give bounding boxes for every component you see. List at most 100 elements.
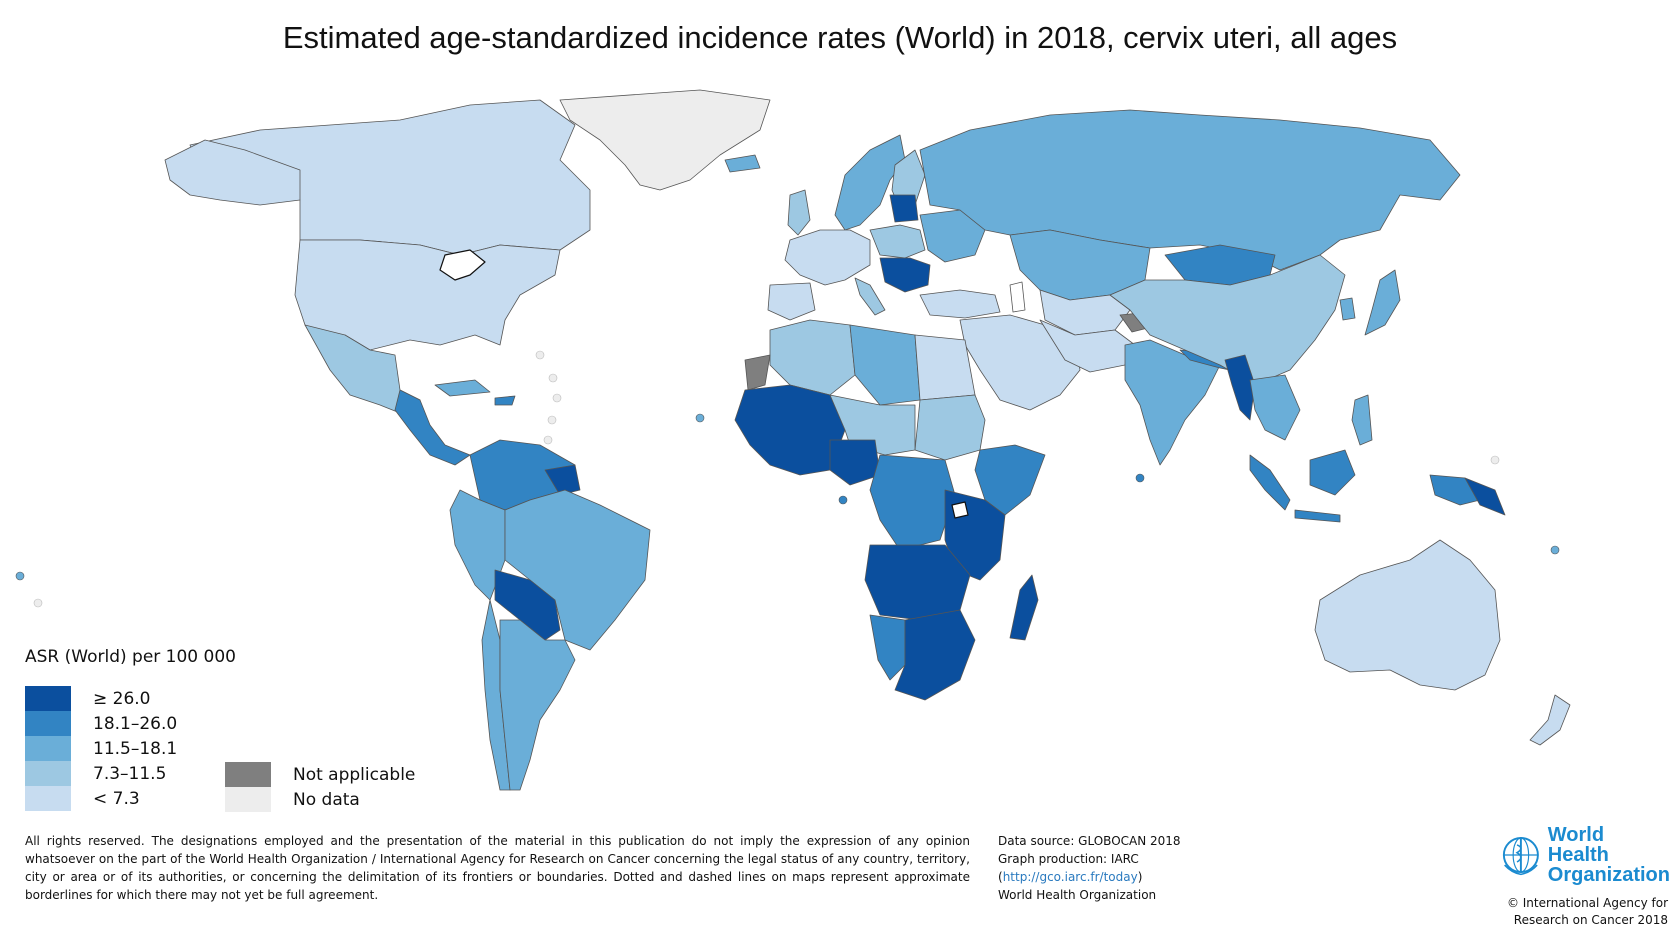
region-western-europe	[784, 229, 871, 286]
region-china	[1109, 254, 1346, 386]
legend-label: ≥ 26.0	[93, 688, 151, 709]
region-cuba	[434, 379, 491, 397]
region-myanmar	[1224, 354, 1256, 421]
region-ethiopia-somalia	[974, 444, 1046, 516]
region-western-sahara	[744, 354, 771, 391]
region-korea	[1339, 297, 1356, 321]
legend-label: < 7.3	[93, 788, 140, 809]
island-marker	[838, 495, 848, 505]
legend-swatch	[25, 711, 71, 736]
who-name-line: World Health	[1547, 824, 1609, 866]
legend-swatch	[225, 787, 271, 812]
region-india	[1124, 339, 1221, 466]
region-namibia	[869, 614, 906, 681]
region-indochina	[1249, 374, 1301, 441]
legend-item: No data	[225, 787, 415, 812]
region-baltics	[889, 194, 919, 223]
legend-swatch	[225, 762, 271, 787]
legend-swatch	[25, 786, 71, 811]
region-central-asia	[1039, 289, 1131, 336]
region-libya	[849, 324, 921, 406]
region-maghreb	[769, 319, 856, 396]
region-central-america	[394, 389, 471, 466]
legend-extra: Not applicable No data	[225, 762, 415, 812]
legend-label: 11.5–18.1	[93, 738, 178, 759]
region-turkey	[919, 289, 1001, 319]
region-west-africa-sahel	[734, 384, 846, 476]
link-paren-open: (	[998, 870, 1003, 884]
island-marker	[1490, 455, 1500, 465]
legend-item: 7.3–11.5	[25, 761, 177, 786]
source-line: Graph production: IARC	[998, 852, 1139, 866]
region-indonesia-borneo	[1309, 449, 1356, 496]
legend: ≥ 26.0 18.1–26.0 11.5–18.1 7.3–11.5 < 7.…	[25, 686, 177, 811]
region-iceland	[724, 154, 761, 173]
region-png	[1464, 477, 1506, 516]
region-central-africa	[869, 454, 956, 551]
island-marker	[548, 373, 558, 383]
copyright-line: Research on Cancer 2018	[1513, 913, 1668, 927]
legend-label: 18.1–26.0	[93, 713, 178, 734]
island-marker	[1135, 473, 1145, 483]
legend-swatch	[25, 736, 71, 761]
region-bolivia-paraguay	[494, 569, 561, 641]
region-egypt	[914, 334, 976, 401]
region-italy	[854, 277, 886, 316]
region-sudan	[914, 394, 986, 461]
who-emblem-icon	[1502, 837, 1539, 876]
data-source: Data source: GLOBOCAN 2018 Graph product…	[998, 832, 1181, 904]
region-philippines	[1351, 394, 1373, 446]
island-marker	[33, 598, 43, 608]
legend-item: Not applicable	[225, 762, 415, 787]
who-name-line: Organization	[1547, 864, 1670, 886]
region-canada	[189, 99, 591, 256]
region-new-zealand	[1529, 694, 1571, 746]
region-greenland	[559, 89, 771, 191]
island-marker	[547, 415, 557, 425]
legend-label: No data	[293, 789, 360, 810]
legend-swatch	[25, 686, 71, 711]
legend-item: < 7.3	[25, 786, 177, 811]
legend-label: 7.3–11.5	[93, 763, 167, 784]
link-paren-close: )	[1137, 870, 1143, 884]
region-south-africa	[894, 609, 976, 701]
region-australia	[1314, 539, 1501, 691]
island-marker	[552, 393, 562, 403]
copyright: © International Agency for Research on C…	[1500, 895, 1668, 929]
island-marker	[15, 571, 25, 581]
source-line: World Health Organization	[998, 888, 1157, 902]
great-lakes	[439, 249, 486, 281]
region-indonesia-java	[1294, 509, 1341, 523]
region-uk	[787, 189, 811, 236]
legend-label: Not applicable	[293, 764, 416, 785]
region-iberia	[767, 282, 816, 321]
region-hispaniola	[494, 395, 516, 406]
legend-swatch	[25, 761, 71, 786]
copyright-line: © International Agency for	[1506, 896, 1668, 910]
source-link[interactable]: http://gco.iarc.fr/today	[1002, 870, 1138, 884]
region-angola-zambia	[864, 544, 971, 621]
region-madagascar	[1009, 574, 1039, 641]
source-link-line: (http://gco.iarc.fr/today)	[998, 868, 1181, 886]
region-indonesia-sumatra	[1249, 454, 1291, 511]
legend-item: 18.1–26.0	[25, 711, 177, 736]
map-title: Estimated age-standardized incidence rat…	[282, 20, 1398, 55]
world-choropleth-map	[15, 89, 1571, 791]
who-logo: World Health Organization	[1500, 825, 1670, 885]
who-name: World Health Organization	[1548, 825, 1670, 885]
disclaimer-text: All rights reserved. The designations em…	[25, 834, 970, 902]
region-alaska	[164, 139, 301, 206]
island-marker	[543, 435, 553, 445]
region-japan	[1364, 269, 1401, 336]
legend-title: ASR (World) per 100 000	[25, 647, 236, 667]
island-marker	[535, 350, 545, 360]
region-central-europe	[869, 224, 926, 259]
region-guianas	[544, 464, 581, 496]
region-russia	[919, 109, 1461, 271]
source-line: Data source: GLOBOCAN 2018	[998, 834, 1181, 848]
region-argentina	[499, 619, 576, 791]
region-romania-balkans	[879, 257, 931, 293]
legend-item: 11.5–18.1	[25, 736, 177, 761]
region-middle-east	[959, 314, 1081, 411]
region-nigeria	[829, 439, 881, 486]
